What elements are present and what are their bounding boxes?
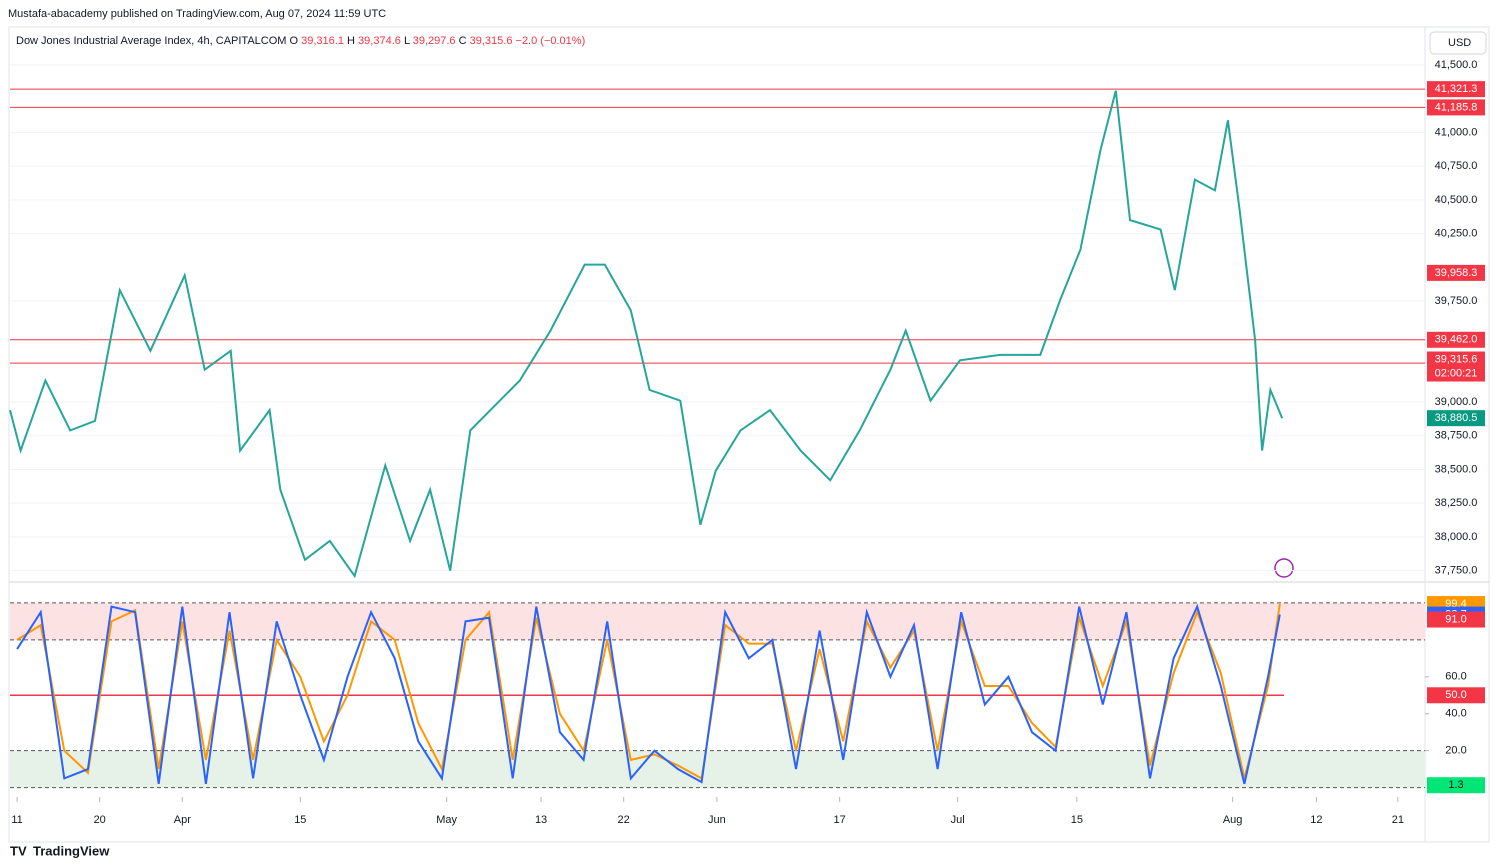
badge-label: 91.0: [1445, 613, 1466, 625]
badge-label: 39,958.3: [1435, 267, 1478, 279]
series-line: [16, 603, 1281, 780]
ohlc-label: O: [290, 35, 299, 47]
x-tick-label: May: [436, 814, 457, 826]
y-tick-label: 38,500.0: [1435, 463, 1478, 475]
alert-icon[interactable]: [1274, 558, 1294, 578]
badge-label: 1.3: [1448, 779, 1463, 791]
ohlc-value: 39,316.1: [301, 35, 344, 47]
price-badge: [1427, 410, 1485, 427]
y-tick-label: 20.0: [1445, 745, 1466, 757]
x-tick-label: 11: [11, 814, 22, 826]
y-tick-label: 40,250.0: [1435, 227, 1478, 239]
badge-label: 41,321.3: [1435, 83, 1478, 95]
ohlc-label: C: [459, 35, 467, 47]
lower-band: [10, 750, 1425, 788]
badge-label: 41,185.8: [1435, 101, 1478, 113]
y-tick-label: 40,500.0: [1435, 194, 1478, 206]
y-tick-label: 41,500.0: [1435, 59, 1478, 71]
series-line: [9, 90, 1284, 579]
ohlc-label: H: [347, 35, 355, 47]
price-badge: [1427, 351, 1485, 382]
badge-sublabel: 02:00:21: [1435, 367, 1478, 379]
ohlc-label: L: [404, 35, 410, 47]
y-tick-label: 39,750.0: [1435, 295, 1478, 307]
x-tick-label: 15: [1071, 814, 1083, 826]
x-tick-label: 21: [1392, 814, 1404, 826]
upper-band: [10, 602, 1425, 640]
currency-button[interactable]: [1429, 31, 1487, 55]
price-badge: [1427, 81, 1485, 98]
x-tick-label: 13: [535, 814, 547, 826]
y-tick-label: 39,000.0: [1435, 396, 1478, 408]
price-badge: [1427, 99, 1485, 116]
price-badge: [1427, 331, 1485, 348]
x-tick-label: Apr: [174, 814, 191, 826]
x-tick-label: 15: [294, 814, 306, 826]
y-tick-label: 37,750.0: [1435, 564, 1478, 576]
published-note: Mustafa-abacademy published on TradingVi…: [8, 8, 386, 20]
x-tick-label: 22: [618, 814, 630, 826]
x-tick-label: 20: [94, 814, 106, 826]
brand: TradingView: [33, 843, 110, 858]
y-tick-label: 40,750.0: [1435, 160, 1478, 172]
legend: Dow Jones Industrial Average Index, 4h, …: [16, 35, 585, 47]
x-tick-label: Jul: [951, 814, 965, 826]
badge-label: 39,315.6: [1435, 353, 1478, 365]
x-tick-label: Jun: [708, 814, 726, 826]
y-tick-label: 38,750.0: [1435, 430, 1478, 442]
y-tick-label: 40.0: [1445, 708, 1466, 720]
x-tick-label: 12: [1310, 814, 1322, 826]
x-tick-label: 17: [834, 814, 846, 826]
series-line: [16, 603, 1281, 785]
legend-change: −2.0 (−0.01%): [516, 35, 586, 47]
y-tick-label: 38,250.0: [1435, 497, 1478, 509]
badge-label: 39,462.0: [1435, 334, 1478, 346]
ohlc-value: 39,297.6: [413, 35, 456, 47]
badge-label: 50.0: [1445, 689, 1466, 701]
currency[interactable]: USD: [1448, 37, 1471, 49]
ohlc-value: 39,315.6: [470, 35, 513, 47]
x-tick-label: Aug: [1223, 814, 1243, 826]
price-badge: [1427, 611, 1485, 628]
price-badge: [1427, 264, 1485, 281]
brand-logo: TV: [10, 843, 27, 858]
y-tick-label: 41,000.0: [1435, 126, 1478, 138]
y-tick-label: 38,000.0: [1435, 531, 1478, 543]
price-badge: [1427, 687, 1485, 704]
ohlc-value: 39,374.6: [358, 35, 401, 47]
badge-label: 38,880.5: [1435, 412, 1478, 424]
y-tick-label: 60.0: [1445, 671, 1466, 683]
legend-title: Dow Jones Industrial Average Index, 4h, …: [16, 35, 286, 47]
frame: [8, 26, 1490, 843]
price-badge: [1427, 777, 1485, 794]
